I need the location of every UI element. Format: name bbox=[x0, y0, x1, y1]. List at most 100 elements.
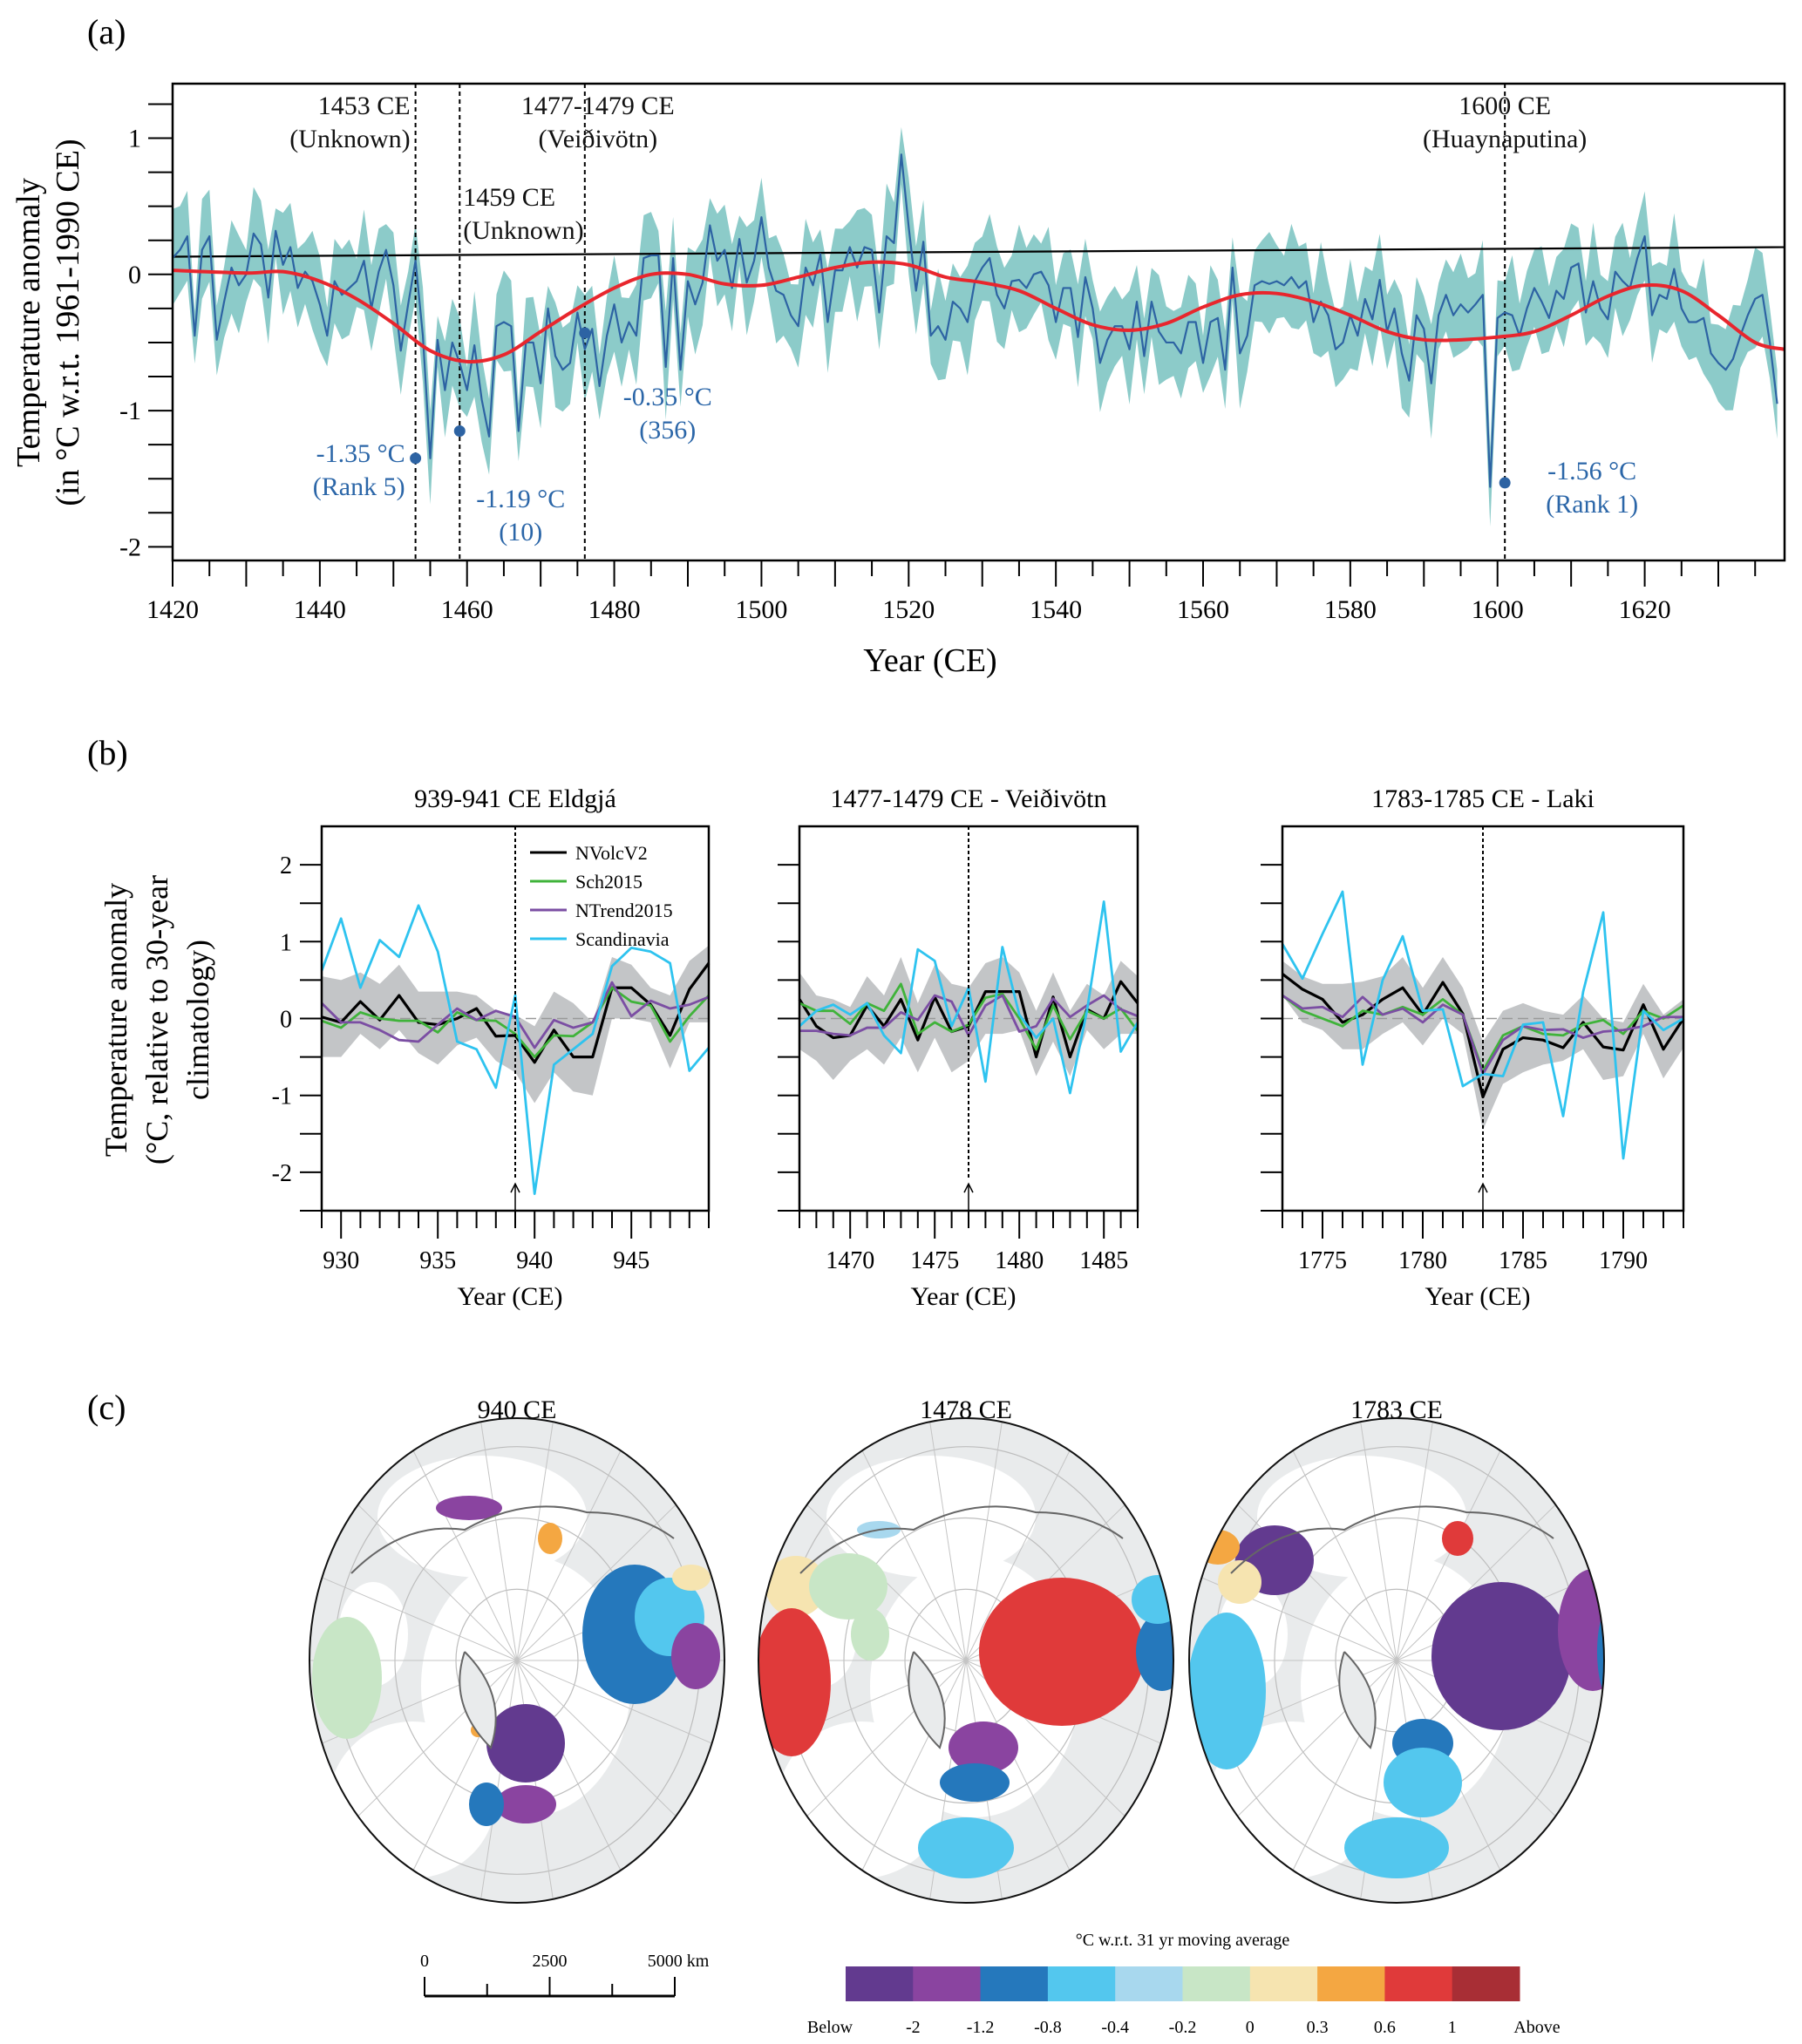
anomaly-region bbox=[1558, 1569, 1604, 1691]
anomaly-region bbox=[1384, 1748, 1462, 1817]
y-tick-label: -2 bbox=[119, 533, 141, 561]
anomaly-region bbox=[758, 1608, 831, 1756]
panel-c: (c) 940 CE 1478 CE 1783 CE 0 2500 5000 km °C… bbox=[87, 1388, 1605, 2037]
colorbar-swatch bbox=[1115, 1966, 1183, 2001]
x-tick-label: 1485 bbox=[1079, 1247, 1128, 1274]
event-label-year: 1453 CE bbox=[318, 92, 411, 120]
legend-label: NTrend2015 bbox=[575, 900, 673, 921]
panel-b-label: (b) bbox=[87, 733, 128, 772]
b-y-axis-title-line3: climatology) bbox=[180, 940, 215, 1100]
x-tick-label: 1420 bbox=[146, 595, 199, 624]
event-label-year: 1459 CE bbox=[463, 183, 555, 212]
x-tick-label: 1470 bbox=[826, 1247, 874, 1274]
b-subpanel-1: 939-941 CE Eldgjá 2 1 0 -1 -2 930 935 940 945 Year… bbox=[272, 784, 711, 1311]
colorbar-label: 0.3 bbox=[1307, 2018, 1329, 2037]
colorbar-title: °C w.r.t. 31 yr moving average bbox=[1076, 1931, 1290, 1950]
map-body bbox=[758, 1418, 1173, 1903]
greenland-outline bbox=[459, 1651, 497, 1749]
map-body bbox=[309, 1418, 724, 1903]
event-label-year: 1600 CE bbox=[1459, 92, 1551, 120]
meridian-line bbox=[516, 1660, 622, 1871]
y-axis-title-line1: Temperature anomaly bbox=[10, 178, 47, 467]
x-axis-title: Year (CE) bbox=[863, 642, 996, 679]
event-arrow-head bbox=[510, 1182, 520, 1193]
event-rank-label: (Rank 5) bbox=[313, 472, 405, 501]
x-axis-title: Year (CE) bbox=[1425, 1282, 1530, 1311]
legend-label: Scandinavia bbox=[575, 928, 670, 950]
anomaly-region bbox=[1218, 1560, 1261, 1604]
event-arrow-head bbox=[1478, 1182, 1488, 1193]
meridian-line bbox=[412, 1450, 518, 1661]
x-tick-label: 940 bbox=[516, 1247, 553, 1274]
y-tick-label: 2 bbox=[280, 852, 292, 879]
x-tick-label: 1520 bbox=[882, 595, 935, 624]
coastline bbox=[1230, 1505, 1554, 1574]
anomaly-region bbox=[949, 1721, 1018, 1774]
x-tick-label: 1560 bbox=[1177, 595, 1229, 624]
anomaly-region bbox=[672, 1565, 711, 1591]
map-2: 1478 CE bbox=[758, 1395, 1174, 1904]
colorbar-label: -0.4 bbox=[1101, 2018, 1129, 2037]
anomaly-region bbox=[809, 1553, 887, 1620]
map-border bbox=[1188, 1417, 1605, 1904]
coastline bbox=[350, 1505, 675, 1574]
y-tick-label: 0 bbox=[128, 261, 141, 289]
meridian-line bbox=[861, 1450, 967, 1661]
colorbar-swatch bbox=[1317, 1966, 1385, 2001]
series-scandinavia bbox=[320, 904, 711, 1195]
event-label-name: (Unknown) bbox=[289, 125, 410, 153]
meridian-line bbox=[929, 1422, 967, 1661]
meridian-line bbox=[516, 1660, 677, 1817]
event-rank-label: (Rank 1) bbox=[1546, 490, 1638, 519]
anomaly-region bbox=[1189, 1613, 1266, 1769]
anomaly-region bbox=[1196, 1530, 1240, 1565]
b-subpanel-3: 1783-1785 CE - Laki 1775 1780 1785 1790 Year … bbox=[1261, 784, 1685, 1311]
colorbar-label: 0.6 bbox=[1374, 2018, 1396, 2037]
colorbar-swatch bbox=[913, 1966, 982, 2001]
event-lines: 1453 CE (Unknown) 1459 CE (Unknown) 1477-147… bbox=[289, 84, 1587, 560]
meridian-line bbox=[357, 1504, 518, 1661]
legend-label: Sch2015 bbox=[575, 871, 643, 893]
map-border bbox=[309, 1417, 725, 1904]
event-value-label: -0.35 °C bbox=[623, 383, 712, 411]
event-marker bbox=[579, 327, 591, 339]
b-y-axis-title-line1: Temperature anomaly bbox=[99, 883, 133, 1157]
meridian-line bbox=[1396, 1422, 1433, 1661]
meridian-line bbox=[516, 1450, 622, 1661]
meridian-line bbox=[480, 1422, 518, 1661]
event-marker bbox=[410, 452, 422, 465]
anomaly-region bbox=[1132, 1575, 1173, 1624]
event-rank-label: (356) bbox=[639, 416, 696, 445]
colorbar-label: Above bbox=[1513, 2018, 1560, 2037]
y-tick-label: -1 bbox=[119, 397, 141, 425]
greenland-outline bbox=[1338, 1651, 1377, 1749]
x-tick-label: 1780 bbox=[1398, 1247, 1447, 1274]
scale-label: 5000 km bbox=[648, 1952, 710, 1971]
event-label-name: (Veiðivötn) bbox=[538, 125, 657, 153]
x-tick-label: 1790 bbox=[1599, 1247, 1648, 1274]
map-border bbox=[758, 1417, 1174, 1904]
y-tick-label: -2 bbox=[272, 1160, 292, 1187]
subpanel-title: 1783-1785 CE - Laki bbox=[1371, 784, 1595, 813]
meridian-line bbox=[965, 1422, 1003, 1661]
meridian-line bbox=[965, 1660, 1071, 1871]
map-1: 940 CE bbox=[309, 1395, 725, 1904]
x-tick-label: 1540 bbox=[1030, 595, 1082, 624]
subpanel-title: 1477-1479 CE - Veiðivötn bbox=[831, 784, 1107, 813]
meridian-line bbox=[516, 1504, 677, 1661]
meridian-line bbox=[357, 1660, 518, 1817]
scale-label: 2500 bbox=[533, 1952, 568, 1971]
legend: NVolcV2 Sch2015 NTrend2015 Scandinavia bbox=[530, 842, 673, 950]
colorbar-swatch bbox=[980, 1966, 1049, 2001]
anomaly-region bbox=[312, 1617, 382, 1739]
event-label-name: (Huaynaputina) bbox=[1423, 125, 1587, 153]
anomaly-region bbox=[979, 1578, 1145, 1726]
x-tick-label: 1480 bbox=[588, 595, 641, 624]
event-value-label: -1.35 °C bbox=[316, 439, 405, 468]
x-tick-label: 930 bbox=[323, 1247, 359, 1274]
panel-a: (a) 1453 CE (Unknown) 1459 CE (Unknown) 1477… bbox=[10, 12, 1786, 679]
scale-bar: 0 2500 5000 km bbox=[420, 1952, 710, 1998]
y-tick-label: 1 bbox=[128, 125, 141, 153]
meridian-line bbox=[412, 1660, 518, 1871]
